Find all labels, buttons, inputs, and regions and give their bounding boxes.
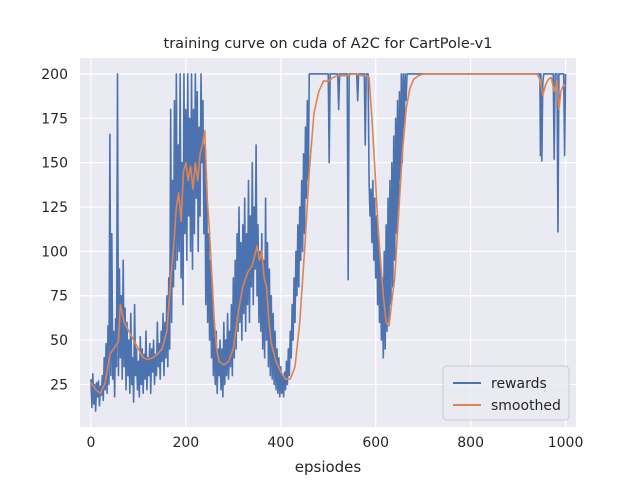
- y-tick-label: 25: [50, 377, 68, 393]
- x-tick-label: 600: [362, 435, 389, 451]
- y-tick-label: 200: [41, 67, 68, 83]
- series-layer: [90, 73, 567, 412]
- series-line-smoothed: [90, 73, 567, 395]
- y-tick-label: 50: [50, 333, 68, 349]
- y-tick-label: 75: [50, 289, 68, 305]
- legend: rewards smoothed: [442, 365, 570, 421]
- tick-labels: 0 200 400 600 800 1000 25 50 75 100 125 150 175 200: [41, 67, 583, 451]
- x-tick-label: 800: [457, 435, 484, 451]
- legend-box: [442, 365, 570, 421]
- x-tick-label: 400: [267, 435, 294, 451]
- chart-title: training curve on cuda of A2C for CartPo…: [164, 36, 493, 52]
- x-tick-label: 0: [86, 435, 95, 451]
- y-tick-label: 100: [41, 244, 68, 260]
- legend-label-rewards: rewards: [491, 376, 547, 392]
- x-tick-label: 200: [172, 435, 199, 451]
- x-tick-label: 1000: [548, 435, 584, 451]
- x-axis-label: epsiodes: [295, 458, 362, 476]
- y-tick-label: 125: [41, 200, 68, 216]
- series-line-rewards: [90, 73, 567, 412]
- legend-label-smoothed: smoothed: [491, 398, 561, 414]
- y-tick-label: 150: [41, 156, 68, 172]
- y-tick-label: 175: [41, 111, 68, 127]
